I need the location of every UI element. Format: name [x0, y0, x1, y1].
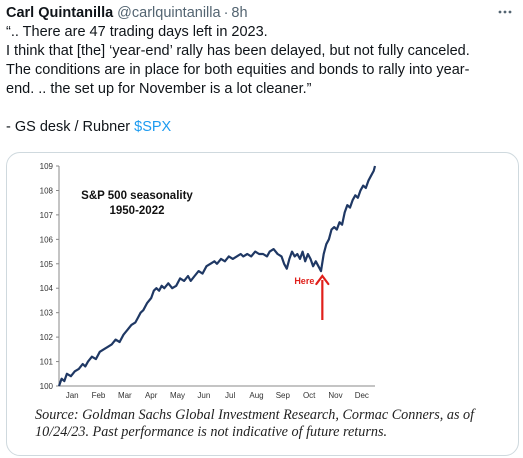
y-tick-label: 101 — [40, 358, 54, 367]
annotation-label: Here — [294, 276, 314, 286]
y-tick-label: 106 — [40, 235, 54, 244]
more-options-button[interactable] — [495, 2, 515, 22]
chart-source-note: Source: Goldman Sachs Global Investment … — [35, 407, 475, 440]
x-tick-label: Sep — [276, 391, 291, 400]
x-tick-label: Feb — [92, 391, 106, 400]
x-tick-label: Mar — [118, 391, 132, 400]
y-axis-ticks: 100 101 102 103 104 105 106 107 108 109 — [40, 162, 59, 391]
line-gap — [6, 99, 518, 118]
series-line — [57, 165, 377, 387]
y-tick-label: 109 — [40, 162, 54, 171]
x-tick-label: Apr — [145, 391, 158, 400]
tweet-text-line: The conditions are in place for both equ… — [6, 62, 470, 78]
chart-axes — [58, 166, 375, 387]
x-tick-label: Jan — [66, 391, 79, 400]
tweet-text-line: “.. There are 47 trading days left in 20… — [6, 24, 268, 40]
x-tick-label: Jul — [225, 391, 235, 400]
seasonality-chart: 100 101 102 103 104 105 106 107 108 109 Jan Feb Mar… — [40, 162, 377, 400]
x-tick-label: Nov — [328, 391, 342, 400]
author-name[interactable]: Carl Quintanilla — [6, 5, 114, 21]
up-arrow-head-icon — [315, 274, 330, 286]
cashtag-link[interactable]: $SPX — [134, 119, 172, 135]
y-tick-label: 103 — [40, 309, 54, 318]
x-tick-label: Aug — [249, 391, 263, 400]
chart-series — [57, 165, 377, 387]
chart-title-line: S&P 500 seasonality — [81, 190, 193, 202]
y-tick-label: 105 — [40, 260, 54, 269]
y-tick-label: 107 — [40, 211, 54, 220]
tweet-text-line: end. .. the set up for November is a lot… — [6, 81, 312, 97]
tweet-header: Carl Quintanilla @carlquintanilla · 8h — [6, 4, 517, 22]
ellipsis-icon — [498, 10, 512, 14]
y-tick-label: 100 — [40, 382, 54, 391]
author-handle[interactable]: @carlquintanilla — [117, 5, 221, 21]
y-tick-label: 102 — [40, 333, 54, 342]
y-tick-label: 104 — [40, 284, 54, 293]
chart-title: S&P 500 seasonality 1950-2022 — [81, 190, 193, 217]
x-axis-ticks: Jan Feb Mar Apr May Jun Jul Aug Sep Oct Nov Dec — [66, 391, 369, 400]
x-tick-label: Oct — [303, 391, 316, 400]
x-tick-label: May — [170, 391, 185, 400]
timestamp[interactable]: 8h — [231, 5, 248, 21]
y-tick-label: 108 — [40, 186, 54, 195]
tweet-text-line: I think that [the] ‘year-end’ rally has … — [6, 43, 470, 59]
chart-annotation: Here — [294, 274, 330, 320]
chart-title-line: 1950-2022 — [110, 205, 165, 217]
x-tick-label: Jun — [197, 391, 210, 400]
x-tick-label: Dec — [355, 391, 369, 400]
tweet-media-image[interactable]: 100 101 102 103 104 105 106 107 108 109 Jan Feb Mar… — [6, 152, 519, 456]
tweet-signature: - GS desk / Rubner $SPX — [6, 118, 518, 137]
separator-dot: · — [223, 5, 229, 21]
signature-text: - GS desk / Rubner — [6, 119, 135, 135]
tweet-text: “.. There are 47 trading days left in 20… — [6, 23, 518, 137]
